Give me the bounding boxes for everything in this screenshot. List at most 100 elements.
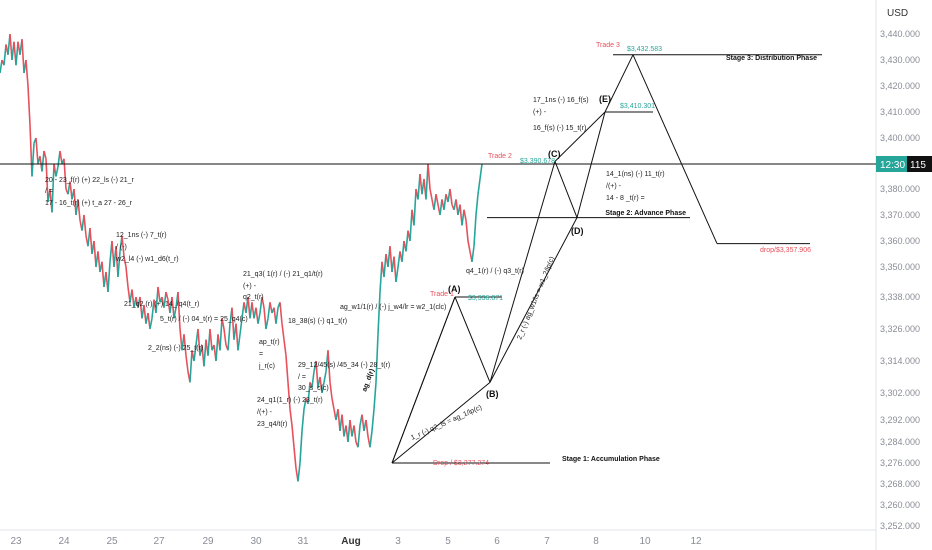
price-segment bbox=[241, 302, 245, 319]
price-segment bbox=[21, 39, 25, 74]
price-segment bbox=[401, 240, 405, 262]
y-tick-label: 3,326.000 bbox=[880, 324, 920, 334]
drop-end-label: drop/$3,357.906 bbox=[760, 247, 811, 254]
projection-segment bbox=[391, 381, 491, 464]
annotation: w2_l4 (-) w1_d6(t_r) bbox=[115, 256, 179, 263]
price-segment bbox=[307, 382, 311, 404]
price-segment bbox=[377, 291, 381, 335]
y-tick-label: 3,292.000 bbox=[880, 415, 920, 425]
price-segment bbox=[281, 323, 285, 340]
price-segment bbox=[107, 261, 111, 293]
y-tick-label: 3,360.000 bbox=[880, 236, 920, 246]
annotation: 17_1ns (-) 16_f(s) bbox=[533, 97, 589, 104]
x-tick-label: 6 bbox=[494, 536, 500, 547]
price-segment bbox=[291, 425, 295, 448]
annotation: / = bbox=[298, 374, 306, 381]
price-segment bbox=[223, 328, 227, 346]
drop-start-label: Drop / $3,277.274 bbox=[433, 460, 489, 467]
price-segment bbox=[395, 266, 399, 283]
price-segment bbox=[283, 339, 287, 356]
price-segment bbox=[43, 150, 47, 159]
price-segment bbox=[261, 296, 265, 308]
price-segment bbox=[255, 307, 259, 324]
price-segment bbox=[259, 296, 263, 314]
x-tick-label: 10 bbox=[639, 536, 651, 547]
x-tick-label: 3 bbox=[395, 536, 401, 547]
projection-segment bbox=[576, 111, 606, 218]
price-segment bbox=[35, 137, 39, 165]
price-segment bbox=[319, 376, 323, 394]
price-segment bbox=[9, 33, 13, 61]
y-tick-label: 3,268.000 bbox=[880, 479, 920, 489]
price-segment bbox=[41, 150, 45, 172]
price-segment bbox=[197, 328, 201, 356]
price-segment bbox=[349, 419, 353, 437]
price-segment bbox=[147, 312, 151, 330]
price-segment bbox=[439, 199, 443, 216]
price-segment bbox=[89, 227, 93, 255]
y-tick-label: 3,400.000 bbox=[880, 133, 920, 143]
y-tick-label: 3,440.000 bbox=[880, 29, 920, 39]
price-segment bbox=[449, 188, 453, 205]
x-tick-label: 29 bbox=[202, 536, 214, 547]
y-tick-label: 3,420.000 bbox=[880, 81, 920, 91]
price-segment bbox=[231, 307, 235, 340]
time-axis[interactable]: 23 24 25 27 29 30 31 Aug 3 5 6 7 8 10 12 bbox=[10, 536, 702, 547]
price-segment bbox=[475, 194, 479, 216]
projection-segment bbox=[391, 296, 456, 464]
projection-segment bbox=[554, 111, 606, 162]
price-segment bbox=[25, 59, 29, 87]
annotation: j_r(c) bbox=[258, 363, 275, 370]
annotation: 24_q1(1_r) (-) 23_t(r) bbox=[257, 397, 323, 404]
price-segment bbox=[303, 398, 307, 410]
annotation: 21_q2 (r) (+) 14_/q4(t_r) bbox=[124, 301, 199, 308]
price-segment bbox=[97, 251, 101, 273]
price-segment bbox=[143, 304, 147, 324]
price-segment bbox=[203, 339, 207, 367]
price-segment bbox=[425, 163, 429, 200]
price-segment bbox=[117, 251, 121, 278]
price-segment bbox=[123, 256, 127, 268]
price-segment bbox=[101, 261, 105, 288]
wave-label-d: (D) bbox=[571, 226, 584, 236]
trade-1-label: Trade 1 bbox=[430, 291, 454, 298]
projection-path bbox=[391, 54, 718, 464]
annotation: 18_38(s) (-) q1_t(r) bbox=[288, 318, 347, 325]
annotation: 12_1ns (-) 7_t(r) bbox=[116, 232, 167, 239]
price-segment bbox=[397, 251, 401, 268]
annotation: q2_t(r) bbox=[243, 294, 264, 301]
price-segment bbox=[331, 398, 335, 410]
y-tick-label: 3,252.000 bbox=[880, 521, 920, 531]
price-segment bbox=[463, 209, 467, 221]
annotation: 20 - 23_f(r) (+) 22_ls (-) 21_r bbox=[45, 177, 135, 184]
price-segment bbox=[327, 350, 331, 383]
x-tick-label: 24 bbox=[58, 536, 70, 547]
price-segment bbox=[139, 296, 143, 319]
y-tick-label: 3,338.000 bbox=[880, 292, 920, 302]
price-segment bbox=[301, 409, 305, 432]
price-segment bbox=[15, 41, 19, 66]
price-segment bbox=[471, 246, 475, 262]
wave-label-b: (B) bbox=[486, 389, 499, 399]
projection-segment bbox=[632, 54, 718, 244]
annotation: 2_2(ns) (-) 25_t(r) bbox=[148, 345, 203, 352]
price-segment bbox=[183, 334, 187, 356]
x-tick-label: 7 bbox=[544, 536, 550, 547]
price-segment bbox=[227, 323, 231, 351]
x-tick-label: Aug bbox=[341, 536, 360, 547]
price-segment bbox=[289, 409, 293, 426]
price-segment bbox=[51, 163, 55, 213]
price-segment bbox=[373, 382, 377, 410]
y-tick-label: 3,276.000 bbox=[880, 458, 920, 468]
price-segment bbox=[357, 425, 361, 448]
price-segment bbox=[189, 350, 193, 383]
annotation: / (-) bbox=[116, 244, 127, 251]
price-segment bbox=[219, 318, 223, 351]
price-segment bbox=[83, 214, 87, 236]
price-segment bbox=[285, 355, 289, 383]
price-segment bbox=[461, 209, 465, 226]
price-segment bbox=[329, 382, 333, 399]
price-segment bbox=[155, 286, 159, 314]
price-segment bbox=[433, 194, 437, 210]
